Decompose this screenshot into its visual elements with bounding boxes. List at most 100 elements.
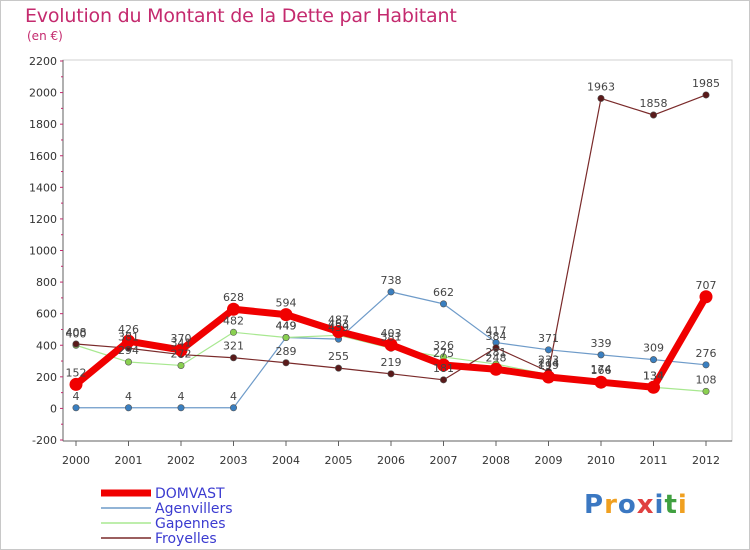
data-point-froyelles (702, 91, 710, 99)
data-point-agenvillers (649, 356, 657, 364)
data-label-domvast: 487 (328, 314, 349, 327)
data-label-gapennes: 326 (433, 339, 454, 352)
data-point-froyelles (387, 370, 395, 378)
data-label-domvast: 199 (538, 359, 559, 372)
data-label-agenvillers: 4 (125, 390, 132, 403)
data-label-agenvillers: 449 (276, 320, 297, 333)
plot-area (62, 59, 733, 442)
data-point-froyelles (597, 94, 605, 102)
data-point-domvast (69, 377, 83, 391)
data-point-domvast (542, 370, 555, 384)
data-point-agenvillers (702, 361, 710, 369)
data-label-agenvillers: 439 (328, 321, 349, 334)
legend-label-agenvillers: Agenvillers (155, 501, 233, 517)
data-label-domvast: 275 (433, 347, 454, 360)
y-tick-label: 1400 (29, 181, 57, 194)
data-label-froyelles: 181 (433, 362, 454, 375)
x-tick-label: 2006 (377, 454, 405, 467)
y-tick-label: 1600 (29, 150, 57, 163)
data-label-agenvillers: 4 (230, 390, 237, 403)
x-tick-label: 2012 (692, 454, 720, 467)
data-label-agenvillers: 339 (591, 337, 612, 350)
data-label-agenvillers: 276 (696, 347, 717, 360)
data-point-gapennes (177, 361, 185, 369)
data-label-agenvillers: 309 (643, 342, 664, 355)
x-tick-label: 2008 (482, 454, 510, 467)
x-tick-label: 2001 (115, 454, 143, 467)
x-tick-label: 2004 (272, 454, 300, 467)
data-label-domvast: 403 (381, 327, 402, 340)
legend-label-gapennes: Gapennes (155, 516, 226, 532)
data-label-domvast: 426 (118, 323, 139, 336)
data-point-agenvillers (597, 351, 605, 359)
data-point-agenvillers (230, 404, 238, 412)
data-point-domvast (647, 380, 660, 394)
data-point-froyelles (282, 359, 290, 367)
x-tick-label: 2010 (587, 454, 615, 467)
data-label-gapennes: 272 (171, 347, 192, 360)
data-point-domvast (594, 375, 608, 389)
data-point-froyelles (492, 344, 500, 352)
data-label-agenvillers: 738 (381, 274, 402, 287)
y-tick-label: -200 (32, 434, 57, 447)
data-point-domvast (699, 290, 713, 304)
data-point-domvast (122, 334, 135, 348)
data-point-gapennes (230, 328, 238, 336)
y-tick-label: 800 (36, 276, 57, 289)
data-point-gapennes (282, 334, 290, 342)
data-label-domvast: 707 (696, 279, 717, 292)
data-label-agenvillers: 371 (538, 332, 559, 345)
data-label-froyelles: 233 (538, 354, 559, 367)
x-tick-label: 2007 (430, 454, 458, 467)
legend-label-froyelles: Froyelles (155, 531, 217, 547)
data-label-froyelles: 1858 (640, 97, 668, 110)
data-point-froyelles (649, 111, 657, 119)
y-tick-label: 2200 (29, 55, 57, 68)
data-label-froyelles: 384 (486, 330, 507, 343)
data-label-agenvillers: 4 (73, 390, 80, 403)
y-tick-label: 0 (50, 402, 57, 415)
data-label-gapennes: 294 (118, 344, 139, 357)
data-label-gapennes: 214 (538, 357, 559, 370)
data-point-gapennes (702, 387, 710, 395)
y-tick-label: 1000 (29, 245, 57, 258)
data-label-domvast: 152 (66, 366, 87, 379)
data-label-froyelles: 321 (223, 340, 244, 353)
proxiti-logo: Proxiti (584, 490, 688, 520)
data-point-agenvillers (544, 346, 552, 354)
data-label-domvast: 594 (276, 297, 297, 310)
chart-subtitle: (en €) (27, 29, 63, 43)
data-label-froyelles: 381 (118, 330, 139, 343)
y-tick-label: 2000 (29, 87, 57, 100)
data-label-gapennes: 400 (66, 327, 87, 340)
data-point-domvast (489, 362, 503, 376)
data-label-agenvillers: 4 (178, 390, 185, 403)
x-tick-label: 2005 (325, 454, 353, 467)
data-point-gapennes (125, 358, 133, 366)
data-point-domvast (227, 302, 240, 316)
data-label-froyelles: 289 (276, 345, 297, 358)
data-label-froyelles: 341 (171, 337, 192, 350)
data-label-gapennes: 463 (328, 317, 349, 330)
x-tick-label: 2000 (62, 454, 90, 467)
data-label-domvast: 370 (171, 332, 192, 345)
data-point-agenvillers (177, 404, 185, 412)
x-tick-label: 2002 (167, 454, 195, 467)
data-label-froyelles: 255 (328, 350, 349, 363)
data-point-froyelles (72, 340, 80, 348)
y-tick-label: 1200 (29, 213, 57, 226)
chart-title: Evolution du Montant de la Dette par Hab… (25, 5, 457, 27)
data-label-froyelles: 408 (66, 326, 87, 339)
data-point-domvast (332, 325, 345, 339)
y-tick-label: 600 (36, 308, 57, 321)
x-tick-label: 2011 (640, 454, 668, 467)
data-label-domvast: 166 (591, 364, 612, 377)
x-tick-label: 2009 (535, 454, 563, 467)
data-point-agenvillers (125, 404, 133, 412)
data-label-gapennes: 449 (276, 320, 297, 333)
data-point-domvast (384, 338, 398, 352)
data-point-domvast (174, 343, 188, 357)
data-label-agenvillers: 662 (433, 286, 454, 299)
data-point-agenvillers (72, 404, 80, 412)
